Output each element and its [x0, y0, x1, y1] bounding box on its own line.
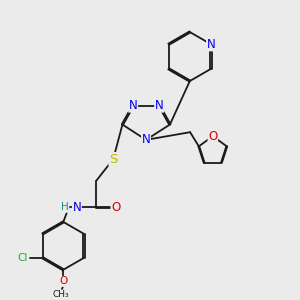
Text: N: N — [207, 38, 215, 51]
Text: S: S — [109, 153, 117, 166]
Text: N: N — [142, 134, 150, 146]
Text: O: O — [208, 130, 218, 143]
Text: N: N — [129, 99, 137, 112]
Text: N: N — [155, 99, 164, 112]
Text: H: H — [61, 202, 69, 212]
Text: Cl: Cl — [17, 253, 27, 263]
Text: CH₃: CH₃ — [52, 290, 69, 299]
Text: O: O — [111, 201, 120, 214]
Text: O: O — [59, 276, 68, 286]
Text: N: N — [73, 201, 81, 214]
